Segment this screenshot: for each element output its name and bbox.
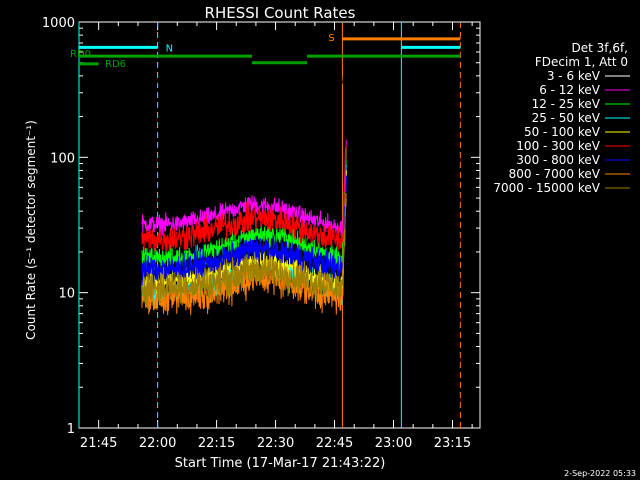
x-tick-label: 22:45 bbox=[316, 436, 353, 451]
legend-entry-label: 12 - 25 keV bbox=[532, 97, 601, 111]
x-tick-label: 23:15 bbox=[434, 436, 471, 451]
legend-entry-label: 25 - 50 keV bbox=[532, 111, 601, 125]
series-line bbox=[141, 63, 347, 86]
x-tick-label: 22:00 bbox=[139, 436, 176, 451]
annotation-label: RD0 bbox=[70, 49, 91, 60]
y-tick-label: 100 bbox=[50, 151, 75, 166]
y-tick-label: 1000 bbox=[42, 16, 75, 31]
y-axis-label: Count Rate (s⁻¹ detector segment⁻¹) bbox=[24, 120, 38, 340]
x-tick-label: 22:15 bbox=[198, 436, 235, 451]
chart-title: RHESSI Count Rates bbox=[205, 4, 356, 22]
series-line bbox=[141, 139, 347, 237]
legend-entry-label: 300 - 800 keV bbox=[516, 153, 600, 167]
legend-header: FDecim 1, Att 0 bbox=[535, 55, 628, 69]
legend-entry-label: 7000 - 15000 keV bbox=[493, 181, 600, 195]
annotation-label: RD6 bbox=[105, 59, 126, 70]
series-line bbox=[141, 146, 347, 253]
legend-entry-label: 800 - 7000 keV bbox=[509, 167, 601, 181]
y-tick-label: 10 bbox=[58, 287, 75, 302]
legend-entry-label: 50 - 100 keV bbox=[524, 125, 601, 139]
x-tick-label: 22:30 bbox=[257, 436, 294, 451]
legend-entry-label: 6 - 12 keV bbox=[539, 83, 601, 97]
legend-entry-label: 3 - 6 keV bbox=[547, 69, 601, 83]
y-tick-label: 1 bbox=[67, 422, 75, 437]
x-tick-label: 23:00 bbox=[375, 436, 412, 451]
legend-entry-label: 100 - 300 keV bbox=[516, 139, 600, 153]
x-tick-label: 21:45 bbox=[80, 436, 117, 451]
series-line bbox=[141, 175, 347, 286]
series-line bbox=[141, 198, 347, 309]
plot-area: 21:45 22:00 22:15 22:30 22:45 23:00 23:15 1 10 10… bbox=[42, 16, 481, 451]
x-axis-label: Start Time (17-Mar-17 21:43:22) bbox=[175, 456, 386, 471]
annotation-label: S bbox=[328, 33, 334, 44]
series-line bbox=[141, 149, 347, 272]
annotation-label: N bbox=[166, 43, 173, 54]
footer-date: 2-Sep-2022 05:33 bbox=[564, 469, 636, 478]
legend-header: Det 3f,6f, bbox=[572, 41, 629, 55]
